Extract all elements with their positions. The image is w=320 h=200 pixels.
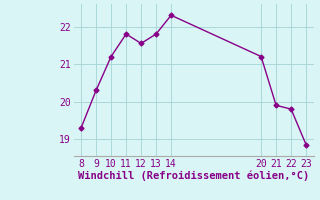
X-axis label: Windchill (Refroidissement éolien,°C): Windchill (Refroidissement éolien,°C) — [78, 170, 309, 181]
